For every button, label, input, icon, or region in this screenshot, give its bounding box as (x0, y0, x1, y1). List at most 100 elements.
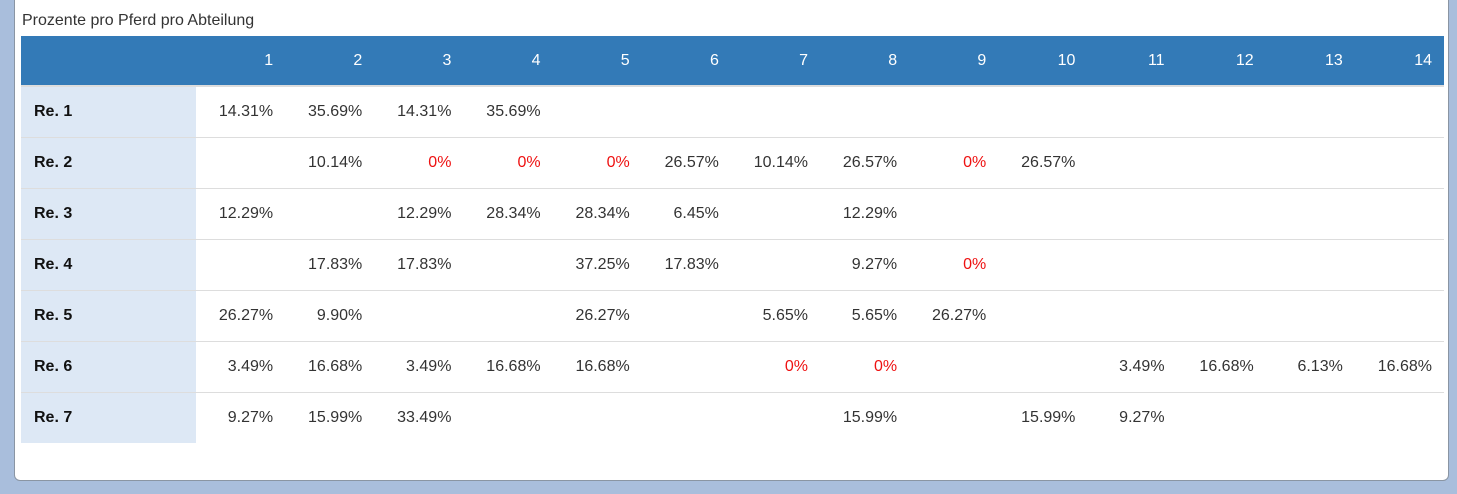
percentage-cell (1087, 239, 1177, 291)
column-header-2: 2 (285, 36, 375, 87)
percentage-cell (1265, 188, 1355, 240)
percentage-cell (1265, 290, 1355, 342)
percentage-cell: 14.31% (218, 103, 274, 120)
percentage-cell: 5.65% (819, 290, 910, 342)
percentage-cell (1266, 86, 1355, 138)
percentage-cell (909, 392, 999, 443)
table-row: Re. 3 12.29% 12.29% 28.34% 28.34% 6.45% 12.29% (21, 188, 1444, 240)
header-row: 1 2 3 4 5 6 7 8 9 10 11 12 13 14 (21, 36, 1444, 87)
percentage-cell: 16.68% (1354, 341, 1444, 393)
percentage-cell (196, 239, 286, 291)
table-body: Re. 1 14.31% 35.69% 14.31% 35.69% Re. 2 10.14%… (21, 86, 1444, 443)
percentage-cell (1176, 188, 1266, 240)
table-row: Re. 7 9.27% 15.99% 33.49% 15.99% 15.99% 9.27% (21, 392, 1444, 443)
column-header-13: 13 (1265, 36, 1355, 87)
percentage-cell (1265, 392, 1355, 443)
row-label: Re. 7 (21, 392, 196, 443)
table-row: Re. 6 3.49% 16.68% 3.49% 16.68% 16.68% 0% 0% 3.4… (21, 341, 1444, 393)
percentage-cell (641, 392, 731, 443)
percentage-cell: 16.68% (463, 341, 553, 393)
column-header-11: 11 (1087, 36, 1177, 87)
percentage-cell: 0% (374, 137, 464, 189)
percentage-cell: 35.69% (486, 103, 541, 120)
percentage-cell: 28.34% (552, 188, 642, 240)
percentage-cell (1087, 290, 1177, 342)
row-label: Re. 2 (21, 137, 196, 189)
percentage-cell (196, 137, 286, 189)
percentage-cell: 12.29% (374, 188, 464, 240)
percentage-cell (909, 341, 999, 393)
percentage-cell: 16.68% (1176, 341, 1266, 393)
percentage-cell (1176, 392, 1266, 443)
percentage-cell (998, 341, 1088, 393)
percentage-cell: 0% (819, 341, 910, 393)
percentage-cell: 35.69% (308, 103, 363, 120)
percentage-cell (463, 239, 553, 291)
percentage-cell: 10.14% (730, 137, 820, 189)
percentage-cell: 3.49% (374, 341, 464, 393)
column-header-1: 1 (196, 36, 286, 87)
percentage-cell (1177, 86, 1266, 138)
column-header-7: 7 (730, 36, 820, 87)
percentage-cell (641, 290, 731, 342)
percentage-cell (463, 290, 553, 342)
percentage-cell: 0% (909, 239, 999, 291)
percentage-cell: 12.29% (196, 188, 286, 240)
percentage-cell: 9.90% (285, 290, 375, 342)
percentage-cell: 26.57% (641, 137, 731, 189)
column-header-6: 6 (641, 36, 731, 87)
percentage-cell: 3.49% (1087, 341, 1177, 393)
percentage-cell: 14.31% (397, 103, 452, 120)
percentage-cell (641, 341, 731, 393)
percentage-cell (552, 392, 642, 443)
percentage-cell (1176, 137, 1266, 189)
percentage-cell: 6.45% (641, 188, 731, 240)
percentage-cell: 33.49% (374, 392, 464, 443)
table-row: Re. 5 26.27% 9.90% 26.27% 5.65% 5.65% 26.27% (21, 290, 1444, 342)
percentage-cell (374, 290, 464, 342)
percentage-cell (998, 239, 1088, 291)
percentage-cell (820, 86, 909, 138)
percentage-cell: 0% (552, 137, 642, 189)
percentage-cell (1354, 239, 1444, 291)
percentage-cell: 9.27% (196, 392, 286, 443)
percentage-cell (642, 86, 731, 138)
percentage-cell: 26.57% (998, 137, 1088, 189)
percentage-cell: 15.99% (285, 392, 375, 443)
percentage-cell (998, 188, 1088, 240)
percentage-cell: 17.83% (374, 239, 464, 291)
percentage-cell: 17.83% (285, 239, 375, 291)
percentage-cell (730, 188, 820, 240)
percentage-cell (1087, 188, 1177, 240)
column-header-10: 10 (998, 36, 1088, 87)
percentage-cell: 15.99% (998, 392, 1088, 443)
percentage-cell (1176, 290, 1266, 342)
percentage-cell: 9.27% (1087, 392, 1177, 443)
table-row: Re. 4 17.83% 17.83% 37.25% 17.83% 9.27% 0% (21, 239, 1444, 291)
percentage-cell (1354, 137, 1444, 189)
column-header-8: 8 (819, 36, 910, 87)
column-header-14: 14 (1354, 36, 1444, 87)
percentage-cell (1087, 86, 1176, 138)
percentage-cell: 26.27% (909, 290, 999, 342)
percentage-cell (1265, 137, 1355, 189)
column-header-12: 12 (1176, 36, 1266, 87)
percentage-cell: 26.27% (552, 290, 642, 342)
percentage-cell: 15.99% (819, 392, 910, 443)
percentage-cell (998, 86, 1087, 138)
row-label: Re. 4 (21, 239, 196, 291)
percentage-cell: 16.68% (285, 341, 375, 393)
percentage-cell (1354, 188, 1444, 240)
percentage-cell: 17.83% (641, 239, 731, 291)
percentage-cell: 16.68% (552, 341, 642, 393)
row-label: Re. 5 (21, 290, 196, 342)
percentage-cell (730, 239, 820, 291)
percentage-cell: 26.27% (196, 290, 286, 342)
column-header-5: 5 (552, 36, 642, 87)
column-header-9: 9 (909, 36, 999, 87)
percentage-cell (998, 290, 1088, 342)
percentage-cell: 28.34% (463, 188, 553, 240)
percentage-cell (730, 392, 820, 443)
percentage-cell: 5.65% (730, 290, 820, 342)
